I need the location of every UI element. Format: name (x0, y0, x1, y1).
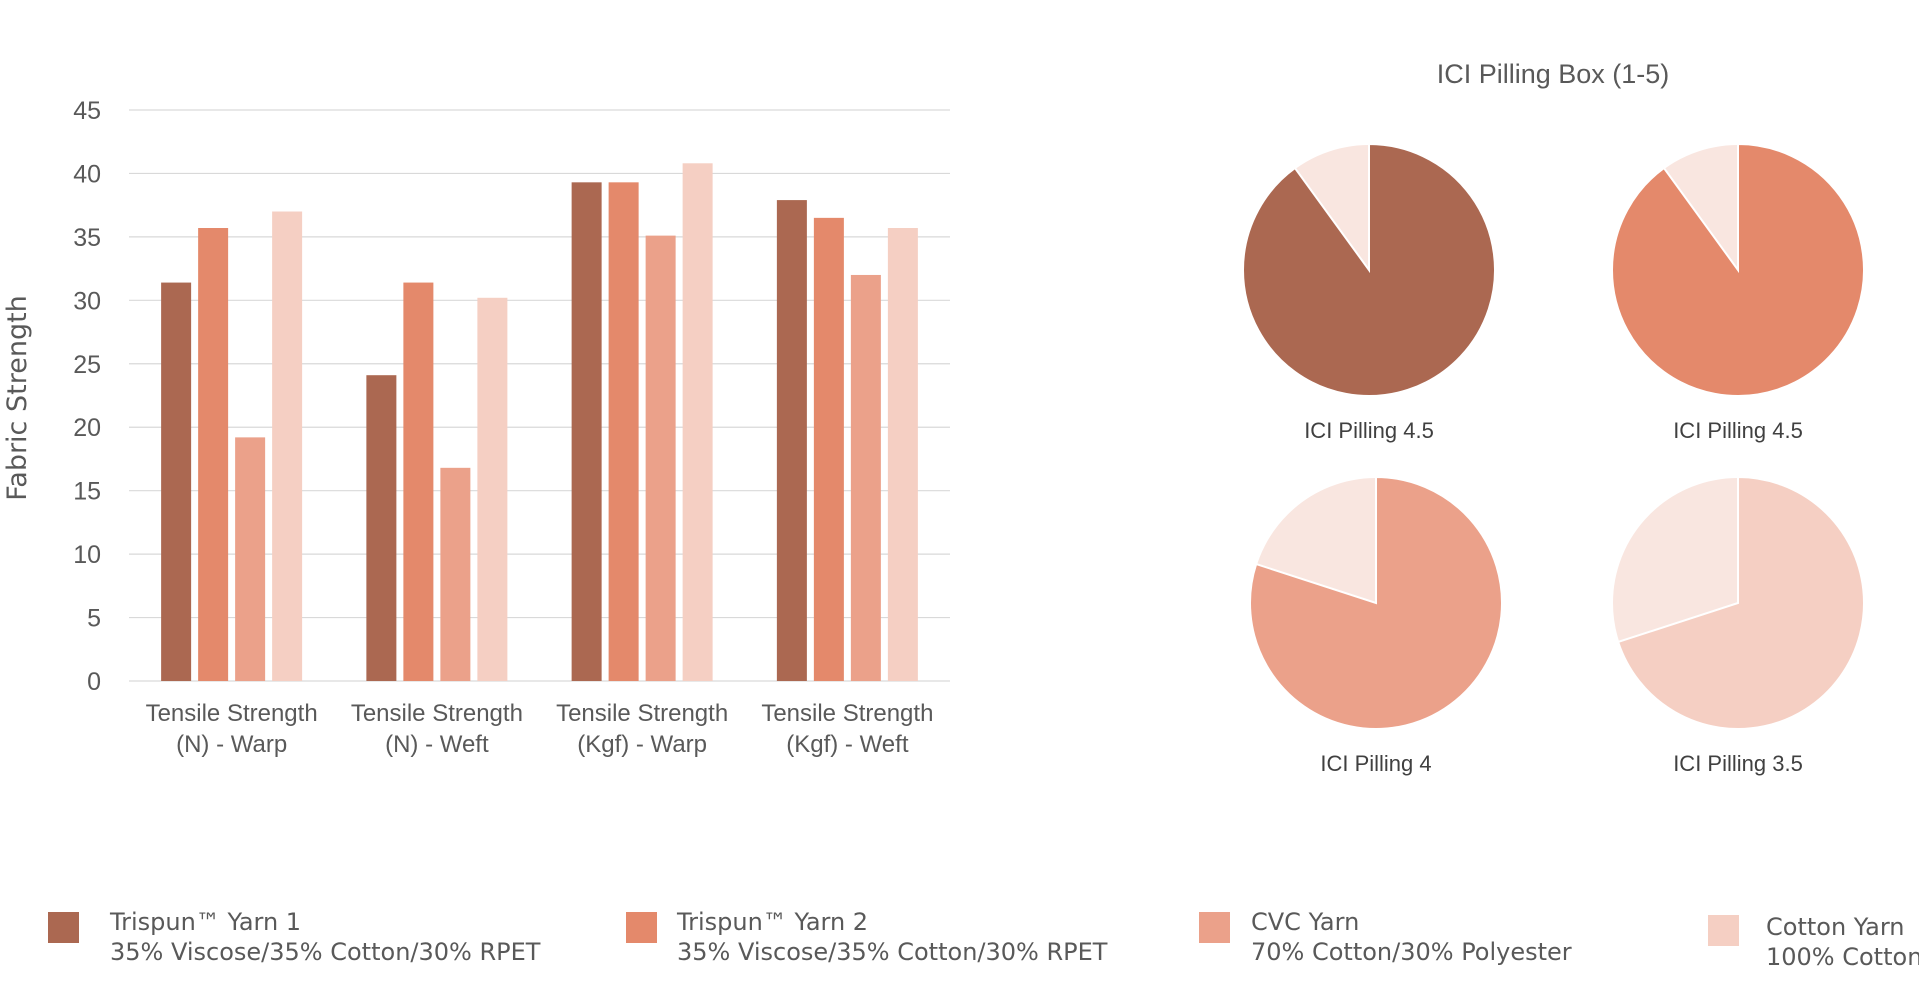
bar-cotton (477, 297, 508, 681)
bar-chart-y-ticks: 0 5 10 15 20 25 30 35 40 45 (73, 97, 101, 696)
x-tick-label: (N) - Warp (176, 731, 287, 758)
pie-slice-score (1249, 475, 1503, 730)
bar-yarn2 (198, 228, 229, 682)
y-tick-label: 10 (73, 541, 101, 569)
bar-yarn1 (366, 375, 397, 681)
y-tick-label: 35 (73, 224, 101, 252)
y-tick-label: 25 (73, 351, 101, 379)
pie-slice-score (1611, 142, 1865, 397)
y-tick-label: 30 (73, 287, 101, 315)
pie-yarn1: ICI Pilling 4.5 (1242, 142, 1496, 443)
y-tick-label: 45 (73, 97, 101, 125)
pie-label: ICI Pilling 4.5 (1304, 418, 1434, 443)
bar-yarn2 (608, 182, 639, 681)
pie-label: ICI Pilling 4 (1320, 751, 1431, 776)
x-tick-label: (N) - Weft (385, 731, 489, 758)
bar-chart-x-ticks: Tensile Strength (N) - Warp Tensile Streng… (146, 700, 934, 758)
pie-label: ICI Pilling 3.5 (1673, 751, 1803, 776)
y-tick-label: 40 (73, 160, 101, 188)
bar-yarn1 (571, 182, 602, 681)
legend-name: Trispun™ Yarn 2 (676, 908, 868, 936)
legend-item-yarn1: Trispun™ Yarn 135% Viscose/35% Cotton/30… (48, 908, 541, 966)
y-tick-label: 5 (87, 605, 101, 633)
legend-name: Trispun™ Yarn 1 (109, 908, 301, 936)
bar-cvc (645, 235, 676, 681)
bar-chart: 0 5 10 15 20 25 30 35 40 45 Tensile Strength (N) -… (2, 97, 950, 758)
pie-label: ICI Pilling 4.5 (1673, 418, 1803, 443)
legend-name: Cotton Yarn (1766, 913, 1905, 941)
pie-charts: ICI Pilling 4.5 ICI Pilling 4.5 ICI Pillin… (1242, 142, 1865, 776)
x-tick-label: Tensile Strength (146, 700, 318, 727)
pie-yarn2: ICI Pilling 4.5 (1611, 142, 1865, 443)
legend-composition: 35% Viscose/35% Cotton/30% RPET (110, 938, 541, 966)
legend-swatch (48, 912, 79, 943)
bar-cvc (440, 467, 471, 681)
legend-composition: 35% Viscose/35% Cotton/30% RPET (677, 938, 1108, 966)
y-tick-label: 0 (87, 668, 101, 696)
x-tick-label: (Kgf) - Weft (786, 731, 909, 758)
y-tick-label: 15 (73, 478, 101, 506)
bar-chart-gridlines (129, 109, 950, 682)
bar-cotton (272, 211, 303, 681)
bar-yarn2 (813, 217, 844, 681)
bar-chart-y-axis-label: Fabric Strength (2, 295, 33, 501)
legend-swatch (1199, 912, 1230, 943)
bar-cotton (682, 163, 713, 681)
pie-cvc: ICI Pilling 4 (1249, 475, 1503, 776)
pie-chart-group: ICI Pilling Box (1-5) ICI Pilling 4.5 ICI… (1242, 59, 1865, 776)
bar-cvc (235, 437, 266, 681)
bar-yarn2 (403, 282, 434, 681)
legend-swatch (1708, 915, 1739, 946)
legend-name: CVC Yarn (1251, 908, 1359, 936)
y-tick-label: 20 (73, 414, 101, 442)
bar-chart-bars (161, 163, 918, 682)
legend: Trispun™ Yarn 135% Viscose/35% Cotton/30… (48, 908, 1919, 971)
legend-composition: 70% Cotton/30% Polyester (1251, 938, 1572, 966)
x-tick-label: Tensile Strength (351, 700, 523, 727)
legend-swatch (626, 912, 657, 943)
bar-yarn1 (161, 282, 192, 681)
pie-cotton: ICI Pilling 3.5 (1611, 475, 1865, 776)
bar-cotton (887, 228, 918, 682)
pie-slice-score (1616, 475, 1865, 730)
x-tick-label: Tensile Strength (556, 700, 728, 727)
x-tick-label: Tensile Strength (761, 700, 933, 727)
legend-composition: 100% Cotton (1766, 943, 1919, 971)
bar-cvc (850, 274, 881, 681)
pie-chart-title: ICI Pilling Box (1-5) (1437, 59, 1670, 89)
pie-slice-score (1242, 142, 1496, 397)
x-tick-label: (Kgf) - Warp (577, 731, 707, 758)
bar-yarn1 (776, 200, 807, 681)
legend-item-yarn2: Trispun™ Yarn 235% Viscose/35% Cotton/30… (626, 908, 1108, 966)
